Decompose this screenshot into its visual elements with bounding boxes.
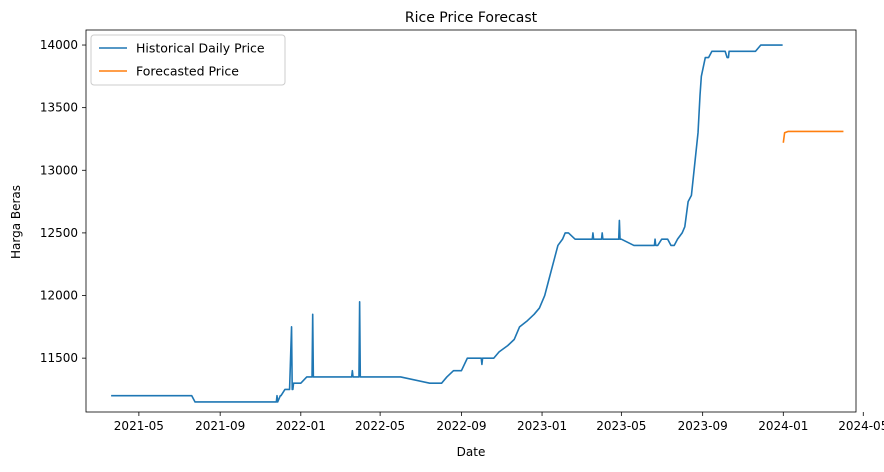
x-tick-label: 2022-01 <box>276 419 326 433</box>
x-tick-label: 2022-05 <box>355 419 405 433</box>
plot-frame <box>85 29 857 413</box>
legend-box <box>90 34 286 86</box>
series-line-0 <box>111 44 783 403</box>
x-tick-label: 2023-01 <box>517 419 567 433</box>
chart-title: Rice Price Forecast <box>405 10 538 26</box>
plot-area <box>85 29 857 413</box>
legend-label: Historical Daily Price <box>136 41 265 56</box>
x-tick-label: 2024-05 <box>838 419 884 433</box>
y-tick-label: 11500 <box>40 351 78 365</box>
y-axis: 11500 12000 12500 13000 13500 14000 <box>40 38 86 365</box>
y-axis-label: Harga Beras <box>9 185 23 259</box>
series-layer <box>111 44 844 403</box>
x-tick-label: 2023-05 <box>596 419 646 433</box>
x-tick-label: 2022-09 <box>436 419 486 433</box>
y-tick-label: 14000 <box>40 38 78 52</box>
x-axis: 2021-05 2021-09 2022-01 2022-05 2022-09 2023-… <box>114 412 884 433</box>
y-tick-label: 13500 <box>40 101 78 115</box>
x-tick-label: 2024-01 <box>758 419 808 433</box>
legend: Historical Daily Price Forecasted Price <box>90 34 286 86</box>
x-tick-label: 2021-09 <box>195 419 245 433</box>
y-tick-label: 12500 <box>40 226 78 240</box>
series-line-1 <box>782 130 844 143</box>
x-tick-label: 2021-05 <box>114 419 164 433</box>
legend-label: Forecasted Price <box>136 64 239 79</box>
x-axis-label: Date <box>457 445 486 459</box>
y-tick-label: 12000 <box>40 289 78 303</box>
x-tick-label: 2023-09 <box>678 419 728 433</box>
y-tick-label: 13000 <box>40 163 78 177</box>
